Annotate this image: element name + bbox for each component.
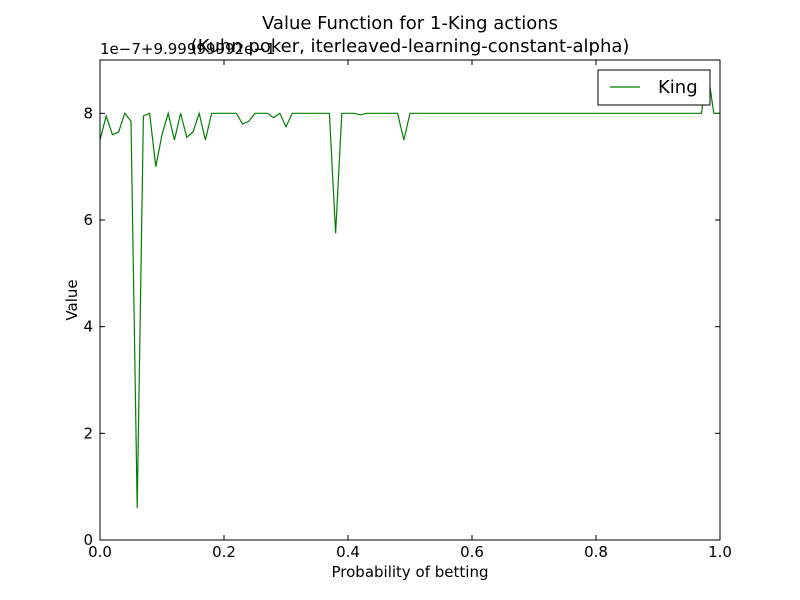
- chart-title: Value Function for 1-King actions: [262, 13, 558, 34]
- y-tick-label: 8: [83, 104, 93, 122]
- y-tick-label: 4: [83, 318, 93, 336]
- x-tick-label: 0.8: [584, 543, 608, 561]
- y-tick-label: 0: [83, 531, 93, 549]
- ticks-layer: 0.0 0.2 0.4 0.6 0.8 1.0 0 2 4 6 8: [83, 60, 732, 561]
- chart-subtitle: (Kuhn poker, iterleaved-learning-constan…: [191, 36, 630, 57]
- x-tick-label: 0.6: [460, 543, 484, 561]
- legend: King: [597, 69, 711, 106]
- plot-frame: [99, 59, 721, 541]
- x-tick-label: 0.0: [88, 543, 112, 561]
- legend-label-king: King: [658, 77, 698, 98]
- y-axis-label: Value: [63, 279, 81, 320]
- y-tick-label: 6: [83, 211, 93, 229]
- x-tick-label: 0.4: [336, 543, 360, 561]
- y-offset-label: 1e−7+9.99999992e−1: [100, 40, 275, 58]
- x-axis-label: Probability of betting: [332, 563, 489, 581]
- y-tick-label: 2: [83, 424, 93, 442]
- x-tick-label: 1.0: [708, 543, 732, 561]
- series-line-king: [99, 70, 720, 509]
- x-tick-label: 0.2: [212, 543, 236, 561]
- series-layer: [99, 70, 720, 509]
